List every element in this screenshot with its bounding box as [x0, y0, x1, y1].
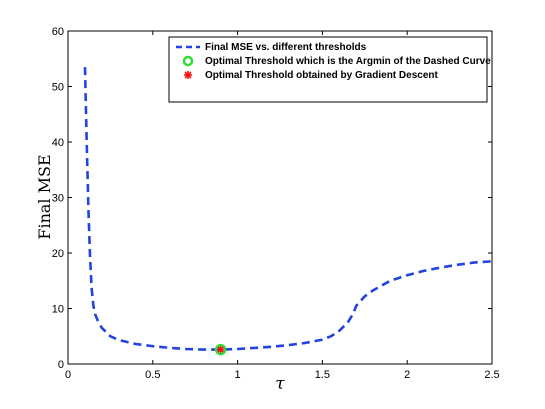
x-tick-label: 1	[235, 369, 241, 381]
y-axis-label: Final MSE	[35, 154, 54, 239]
y-tick-label: 10	[52, 304, 64, 316]
x-tick-label: 2.5	[484, 369, 499, 381]
y-tick-label: 0	[58, 359, 64, 371]
series-layer	[83, 67, 493, 356]
y-tick-label: 50	[52, 82, 64, 94]
legend-star-marker-icon	[184, 71, 192, 79]
x-axis-label: τ	[275, 374, 285, 394]
y-axis-ticks: 0 10 20 30 40 50 60	[52, 26, 492, 371]
legend-box	[168, 36, 488, 103]
argmin-ring-marker	[214, 343, 227, 356]
y-tick-label: 20	[52, 248, 64, 260]
legend-ring-marker-icon	[182, 55, 194, 67]
legend: Final MSE vs. different thresholds Optim…	[168, 36, 491, 103]
legend-label-gradient: Optimal Threshold obtained by Gradient D…	[205, 70, 438, 81]
x-tick-label: 1.5	[315, 369, 330, 381]
y-tick-label: 60	[52, 26, 64, 38]
gradient-descent-star-marker	[217, 346, 225, 354]
x-tick-label: 0	[65, 369, 71, 381]
x-tick-label: 2	[404, 369, 410, 381]
mse-dashed-curve	[83, 67, 493, 351]
y-tick-label: 30	[52, 193, 64, 205]
x-tick-label: 0.5	[145, 369, 160, 381]
x-axis-ticks: 0 0.5 1 1.5 2 2.5	[65, 31, 500, 381]
legend-label-argmin: Optimal Threshold which is the Argmin of…	[205, 56, 491, 67]
y-tick-label: 40	[52, 137, 64, 149]
legend-label-curve: Final MSE vs. different thresholds	[205, 42, 367, 53]
